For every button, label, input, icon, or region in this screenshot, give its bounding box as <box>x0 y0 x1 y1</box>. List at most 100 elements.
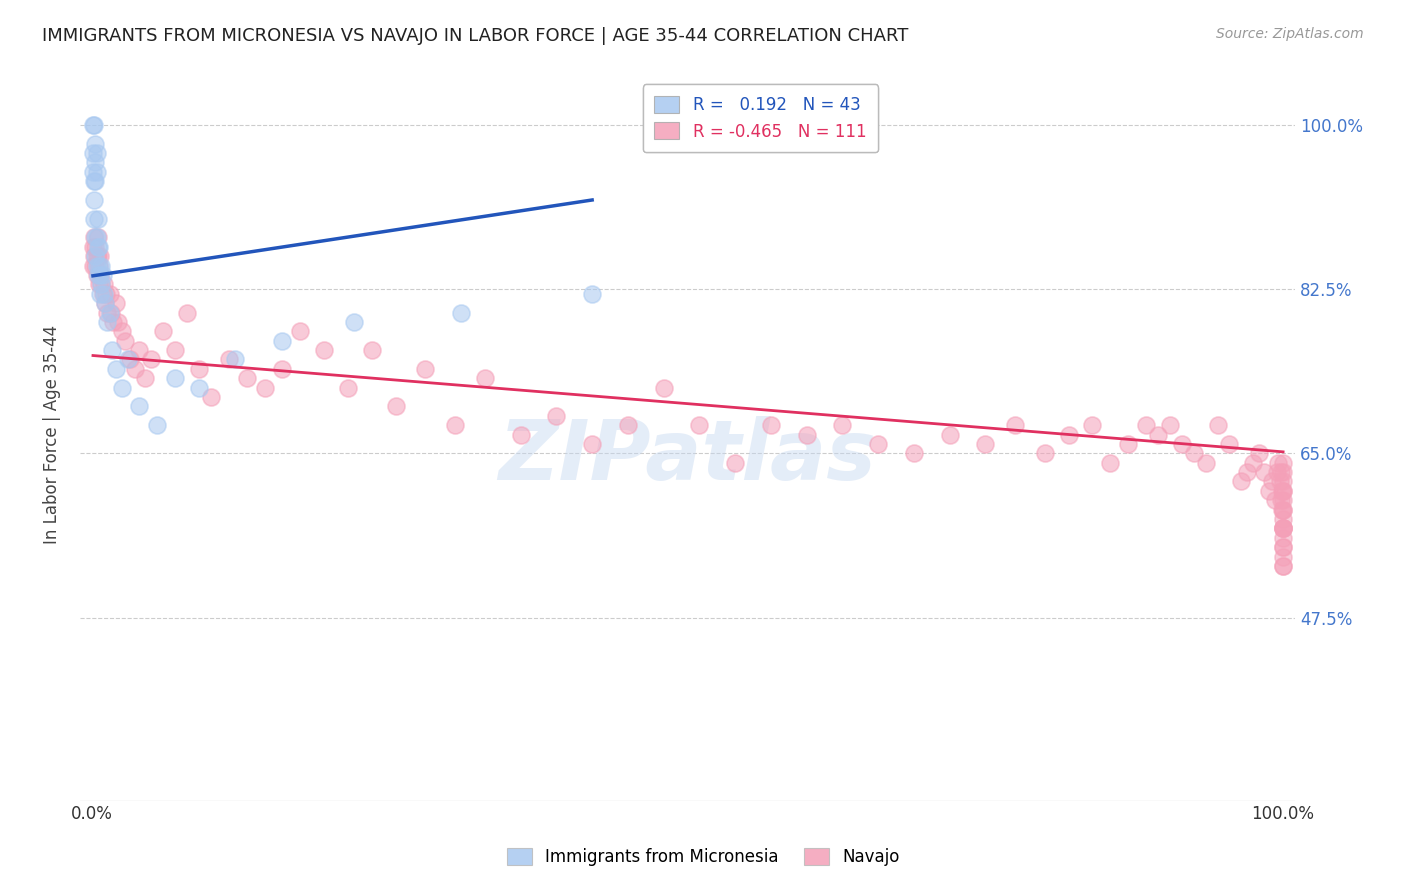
Point <box>128 343 150 357</box>
Point <box>1116 437 1139 451</box>
Point <box>903 446 925 460</box>
Point <box>86 146 108 161</box>
Point <box>94 286 117 301</box>
Point <box>94 296 117 310</box>
Point <box>253 381 276 395</box>
Text: Source: ZipAtlas.com: Source: ZipAtlas.com <box>1216 27 1364 41</box>
Point <box>444 418 467 433</box>
Point <box>546 409 568 423</box>
Point <box>84 240 107 254</box>
Point <box>86 249 108 263</box>
Point <box>1182 446 1205 460</box>
Point <box>118 352 141 367</box>
Point <box>1272 531 1295 545</box>
Point <box>104 362 127 376</box>
Point <box>1033 446 1056 460</box>
Point <box>90 277 112 292</box>
Point <box>101 343 124 357</box>
Point <box>103 315 125 329</box>
Point <box>83 211 105 226</box>
Point <box>87 240 110 254</box>
Point <box>415 362 437 376</box>
Point <box>86 165 108 179</box>
Point <box>1195 456 1218 470</box>
Point <box>84 259 107 273</box>
Point <box>83 118 105 132</box>
Text: IMMIGRANTS FROM MICRONESIA VS NAVAJO IN LABOR FORCE | AGE 35-44 CORRELATION CHAR: IMMIGRANTS FROM MICRONESIA VS NAVAJO IN … <box>42 27 908 45</box>
Point <box>87 211 110 226</box>
Point <box>336 381 359 395</box>
Point <box>93 286 115 301</box>
Point <box>89 249 111 263</box>
Point <box>1272 521 1295 535</box>
Point <box>581 286 603 301</box>
Point <box>128 400 150 414</box>
Point <box>90 259 112 273</box>
Point <box>87 268 110 282</box>
Point <box>94 296 117 310</box>
Point <box>1253 465 1275 479</box>
Point <box>98 286 121 301</box>
Point <box>1272 512 1295 526</box>
Point <box>1268 475 1291 489</box>
Point <box>1257 483 1279 498</box>
Point <box>1272 558 1295 573</box>
Point <box>134 371 156 385</box>
Legend: R =   0.192   N = 43, R = -0.465   N = 111: R = 0.192 N = 43, R = -0.465 N = 111 <box>643 84 877 153</box>
Point <box>1236 465 1258 479</box>
Point <box>831 418 853 433</box>
Point <box>1159 418 1181 433</box>
Point <box>1171 437 1194 451</box>
Point <box>1270 465 1292 479</box>
Point <box>91 286 114 301</box>
Point <box>1272 502 1295 516</box>
Point <box>1272 549 1295 564</box>
Point <box>141 352 163 367</box>
Point <box>84 155 107 169</box>
Point <box>1270 493 1292 508</box>
Point <box>82 118 104 132</box>
Point <box>96 305 118 319</box>
Point <box>1272 521 1295 535</box>
Point <box>688 418 710 433</box>
Point <box>1272 483 1295 498</box>
Point <box>1218 437 1240 451</box>
Point <box>86 230 108 244</box>
Point <box>474 371 496 385</box>
Point <box>82 240 104 254</box>
Point <box>1271 483 1294 498</box>
Point <box>84 136 107 151</box>
Point <box>83 230 105 244</box>
Point <box>84 174 107 188</box>
Point <box>1004 418 1026 433</box>
Point <box>1206 418 1229 433</box>
Point <box>1135 418 1157 433</box>
Point <box>1272 540 1295 554</box>
Point <box>218 352 240 367</box>
Point <box>724 456 747 470</box>
Point <box>1271 502 1294 516</box>
Point <box>868 437 890 451</box>
Point <box>235 371 257 385</box>
Point <box>1241 456 1264 470</box>
Point <box>938 427 960 442</box>
Point <box>1081 418 1104 433</box>
Point <box>224 352 246 367</box>
Point <box>87 230 110 244</box>
Point <box>581 437 603 451</box>
Point <box>1264 493 1286 508</box>
Point <box>165 343 187 357</box>
Point <box>360 343 382 357</box>
Point <box>98 305 121 319</box>
Point <box>146 418 169 433</box>
Point <box>114 334 136 348</box>
Point <box>343 315 366 329</box>
Point <box>82 146 104 161</box>
Point <box>84 230 107 244</box>
Point <box>89 286 111 301</box>
Point <box>974 437 997 451</box>
Point <box>1272 521 1295 535</box>
Point <box>100 305 122 319</box>
Point <box>83 193 105 207</box>
Point <box>1099 456 1122 470</box>
